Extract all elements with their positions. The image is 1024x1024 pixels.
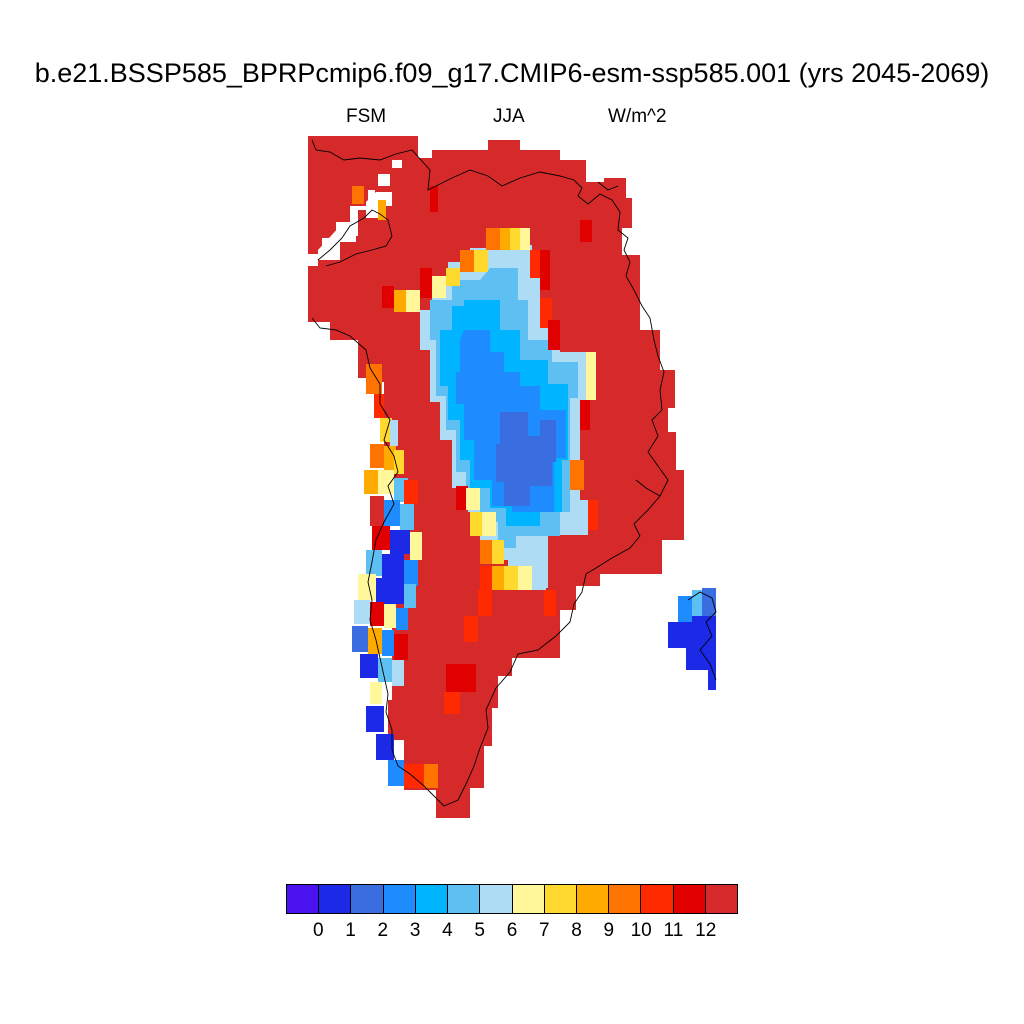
units-label: W/m^2: [608, 106, 667, 127]
colorbar: [286, 884, 738, 914]
colorbar-box: [448, 885, 481, 913]
season-label: JJA: [493, 106, 525, 127]
colorbar-box: [351, 885, 384, 913]
colorbar-tick-label: 10: [630, 920, 652, 941]
colorbar-box: [705, 885, 738, 913]
interior-royal-blue: [496, 412, 556, 506]
colorbar-box: [576, 885, 610, 913]
colorbar-box: [609, 885, 642, 913]
west-coast-cells: [352, 364, 438, 788]
variable-label: FSM: [346, 106, 387, 127]
colorbar-box: [383, 885, 416, 913]
map-title: b.e21.BSSP585_BPRPcmip6.f09_g17.CMIP6-es…: [34, 58, 990, 88]
colorbar-tick-label: 9: [603, 920, 615, 941]
colorbar-tick-label: 4: [442, 920, 453, 941]
colorbar-tick-label: 8: [571, 920, 582, 941]
colorbar-tick-label: 2: [377, 920, 389, 941]
colorbar-tick-label: 0: [312, 920, 324, 941]
east-island: [668, 588, 716, 690]
colorbar-box: [415, 885, 449, 913]
colorbar-box: [319, 885, 352, 913]
colorbar-tick-label: 12: [695, 920, 717, 941]
nw-edge-cells: [352, 186, 386, 220]
colorbar-tick-label: 5: [474, 920, 485, 941]
colorbar-tick-label: 3: [409, 920, 421, 941]
colorbar-tick-label: 6: [506, 920, 518, 941]
colorbar-tick-label: 1: [345, 920, 356, 941]
colorbar-tick-label: 11: [663, 920, 684, 941]
colorbar-box: [544, 885, 577, 913]
colorbar-tick-label: 7: [538, 920, 550, 941]
colorbar-box: [287, 885, 320, 913]
colorbar-box: [641, 885, 674, 913]
colorbar-box: [673, 885, 706, 913]
colorbar-box: [480, 885, 513, 913]
colorbar-box: [512, 885, 545, 913]
coastlines: [311, 139, 717, 807]
interior-warm-fringe: [382, 186, 598, 714]
